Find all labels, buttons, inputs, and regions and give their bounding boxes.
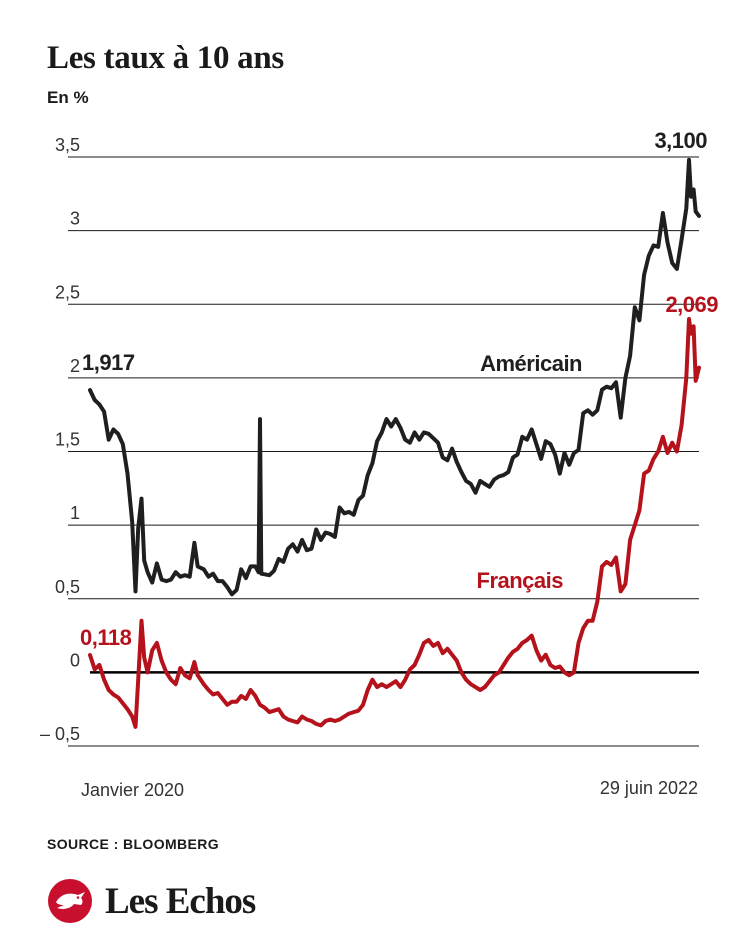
series-line-francais — [88, 317, 701, 729]
line-chart: 3,5 3 2,5 2 1,5 1 0,5 0 – 0,5 1,917 3,100 0,118 2,0… — [40, 128, 719, 800]
y-tick-label: 2,5 — [55, 282, 80, 302]
series-name-label-americain: Américain — [480, 351, 582, 376]
end-value-label-americain: 3,100 — [654, 128, 707, 153]
y-tick-label: 3,5 — [55, 135, 80, 155]
y-tick-label: 0 — [70, 650, 80, 670]
source-credit: SOURCE : BLOOMBERG — [47, 836, 220, 852]
series-line-americain — [88, 157, 701, 597]
chart-unit-label: En % — [47, 88, 89, 107]
y-tick-label: 2 — [70, 356, 80, 376]
x-tick-label-start: Janvier 2020 — [81, 780, 184, 800]
annotation-labels: 1,917 3,100 0,118 2,069 Américain Français — [80, 128, 719, 650]
y-axis-tick-labels: 3,5 3 2,5 2 1,5 1 0,5 0 – 0,5 — [40, 135, 80, 744]
series-lines — [88, 157, 701, 729]
start-value-label-americain: 1,917 — [82, 350, 135, 375]
x-axis-tick-labels: Janvier 2020 29 juin 2022 — [81, 778, 698, 800]
start-value-label-francais: 0,118 — [80, 625, 132, 650]
y-tick-label: 0,5 — [55, 577, 80, 597]
y-tick-label: 1 — [70, 503, 80, 523]
y-tick-label: – 0,5 — [40, 724, 80, 744]
logo-wordmark: Les Echos — [105, 881, 256, 922]
les-echos-bird-icon — [48, 879, 92, 923]
chart-title: Les taux à 10 ans — [47, 40, 284, 76]
series-name-label-francais: Français — [477, 568, 564, 593]
y-tick-label: 1,5 — [55, 430, 80, 450]
x-tick-label-end: 29 juin 2022 — [600, 778, 698, 798]
y-tick-label: 3 — [70, 209, 80, 229]
end-value-label-francais: 2,069 — [665, 292, 718, 317]
